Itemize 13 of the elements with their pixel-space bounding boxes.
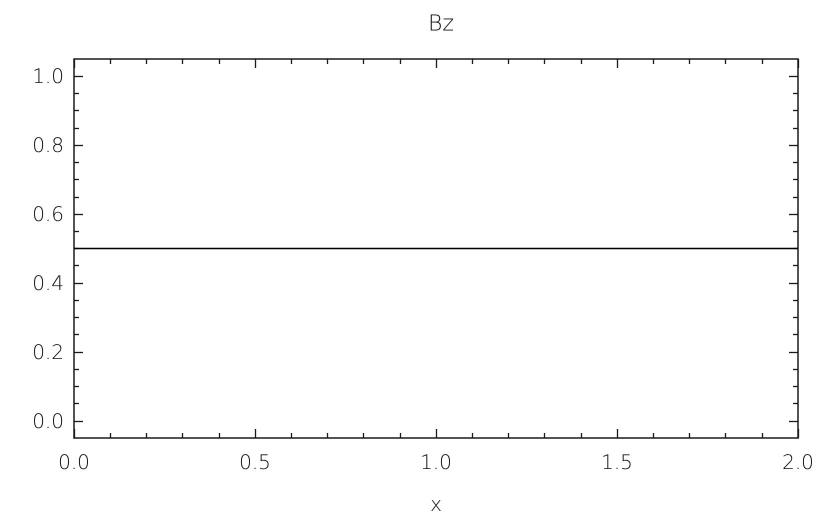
x-axis-title: x: [430, 492, 442, 516]
y-tick-label: 0.2: [32, 340, 64, 364]
y-tick-label: 0.4: [32, 270, 64, 295]
x-tick-label: 1.0: [420, 450, 452, 474]
x-tick-label: 2.0: [782, 450, 814, 474]
y-tick-label: 0.0: [32, 408, 64, 433]
x-tick-label: 0.0: [58, 450, 90, 474]
chart-title: Bz: [428, 12, 454, 36]
y-tick-label: 0.6: [32, 202, 64, 226]
x-tick-label: 1.5: [601, 450, 633, 474]
x-tick-label: 0.5: [239, 450, 271, 474]
y-tick-label: 1.0: [32, 64, 64, 88]
y-tick-label: 0.8: [32, 133, 64, 158]
